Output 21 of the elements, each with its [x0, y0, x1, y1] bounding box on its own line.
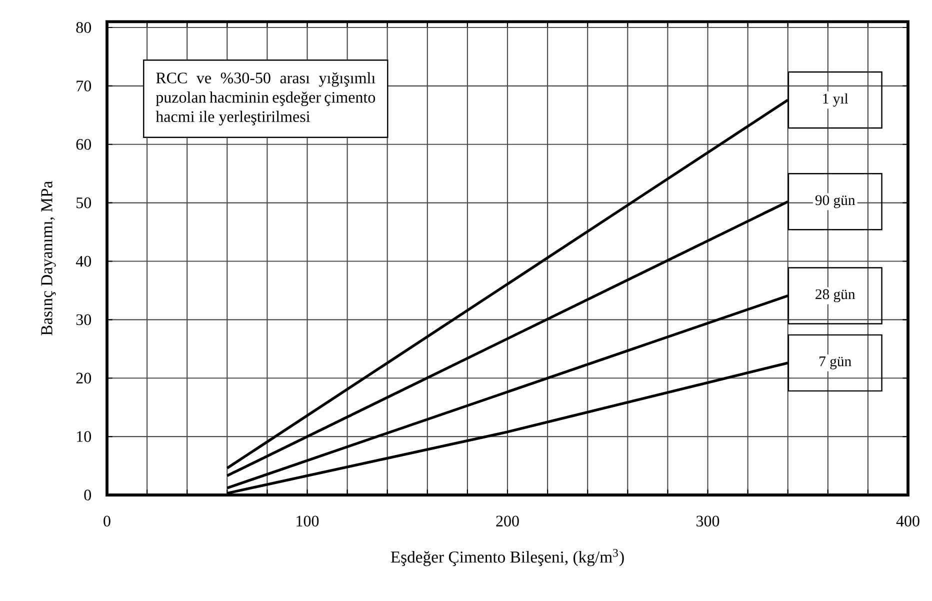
y-tick-label: 10	[77, 431, 92, 442]
x-tick-label: 300	[696, 516, 720, 526]
annotation: RCC ve %30-50 arası yığışımlı puzolan hacminin eşdeğer çimento hacmi ile yerleştirilmesi	[156, 72, 376, 126]
text: 7 gün	[820, 356, 852, 370]
y-tick-label: 60	[76, 138, 92, 150]
y-axis-title: Basınç Dayanımı, MPa	[41, 181, 56, 336]
series-label: 90 gün	[815, 195, 856, 208]
x-tick-label: 0	[104, 516, 110, 526]
x-tick-label: 200	[496, 516, 519, 526]
y-tick-label: 50	[76, 197, 92, 208]
x-tick-label: 400	[896, 516, 920, 526]
y-tick-label: 30	[76, 314, 92, 326]
y-tick-label: 20	[76, 372, 92, 384]
y-tick-label: 70	[76, 80, 92, 92]
y-tick-label: 40	[76, 256, 92, 267]
series-label: 28 gün	[816, 289, 856, 302]
y-tick-label: 0	[84, 490, 92, 500]
y-tick-label: 80	[76, 22, 92, 33]
x-axis-title: Eşdeğer Çimento Bileşeni, (kg/m$^{3}$)	[390, 549, 624, 566]
text: 1 yıl	[823, 93, 848, 107]
x-tick-label: 100	[296, 516, 319, 526]
